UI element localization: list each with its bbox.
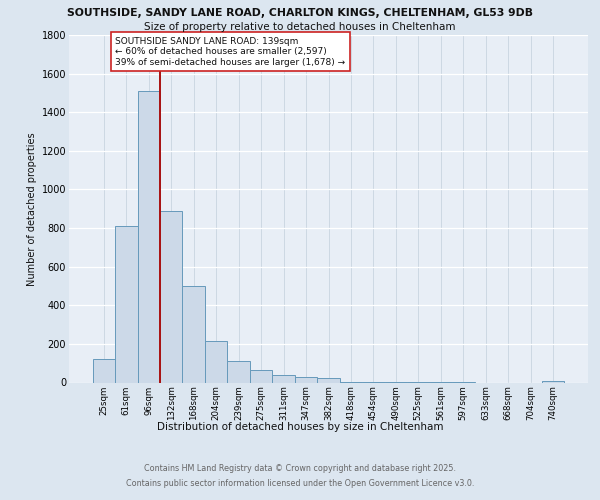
Bar [542,381,565,382]
Y-axis label: Number of detached properties: Number of detached properties [28,132,37,286]
Bar [182,286,205,382]
Bar [272,375,295,382]
Text: SOUTHSIDE SANDY LANE ROAD: 139sqm
← 60% of detached houses are smaller (2,597)
3: SOUTHSIDE SANDY LANE ROAD: 139sqm ← 60% … [115,37,345,66]
Bar [92,360,115,382]
Bar [205,341,227,382]
Bar [250,370,272,382]
Text: Contains HM Land Registry data © Crown copyright and database right 2025.: Contains HM Land Registry data © Crown c… [144,464,456,473]
Text: Contains public sector information licensed under the Open Government Licence v3: Contains public sector information licen… [126,479,474,488]
Bar [295,376,317,382]
Text: SOUTHSIDE, SANDY LANE ROAD, CHARLTON KINGS, CHELTENHAM, GL53 9DB: SOUTHSIDE, SANDY LANE ROAD, CHARLTON KIN… [67,8,533,18]
Bar [160,210,182,382]
Bar [137,91,160,382]
Bar [227,362,250,382]
Text: Distribution of detached houses by size in Cheltenham: Distribution of detached houses by size … [157,422,443,432]
Bar [115,226,137,382]
Text: Size of property relative to detached houses in Cheltenham: Size of property relative to detached ho… [144,22,456,32]
Bar [317,378,340,382]
